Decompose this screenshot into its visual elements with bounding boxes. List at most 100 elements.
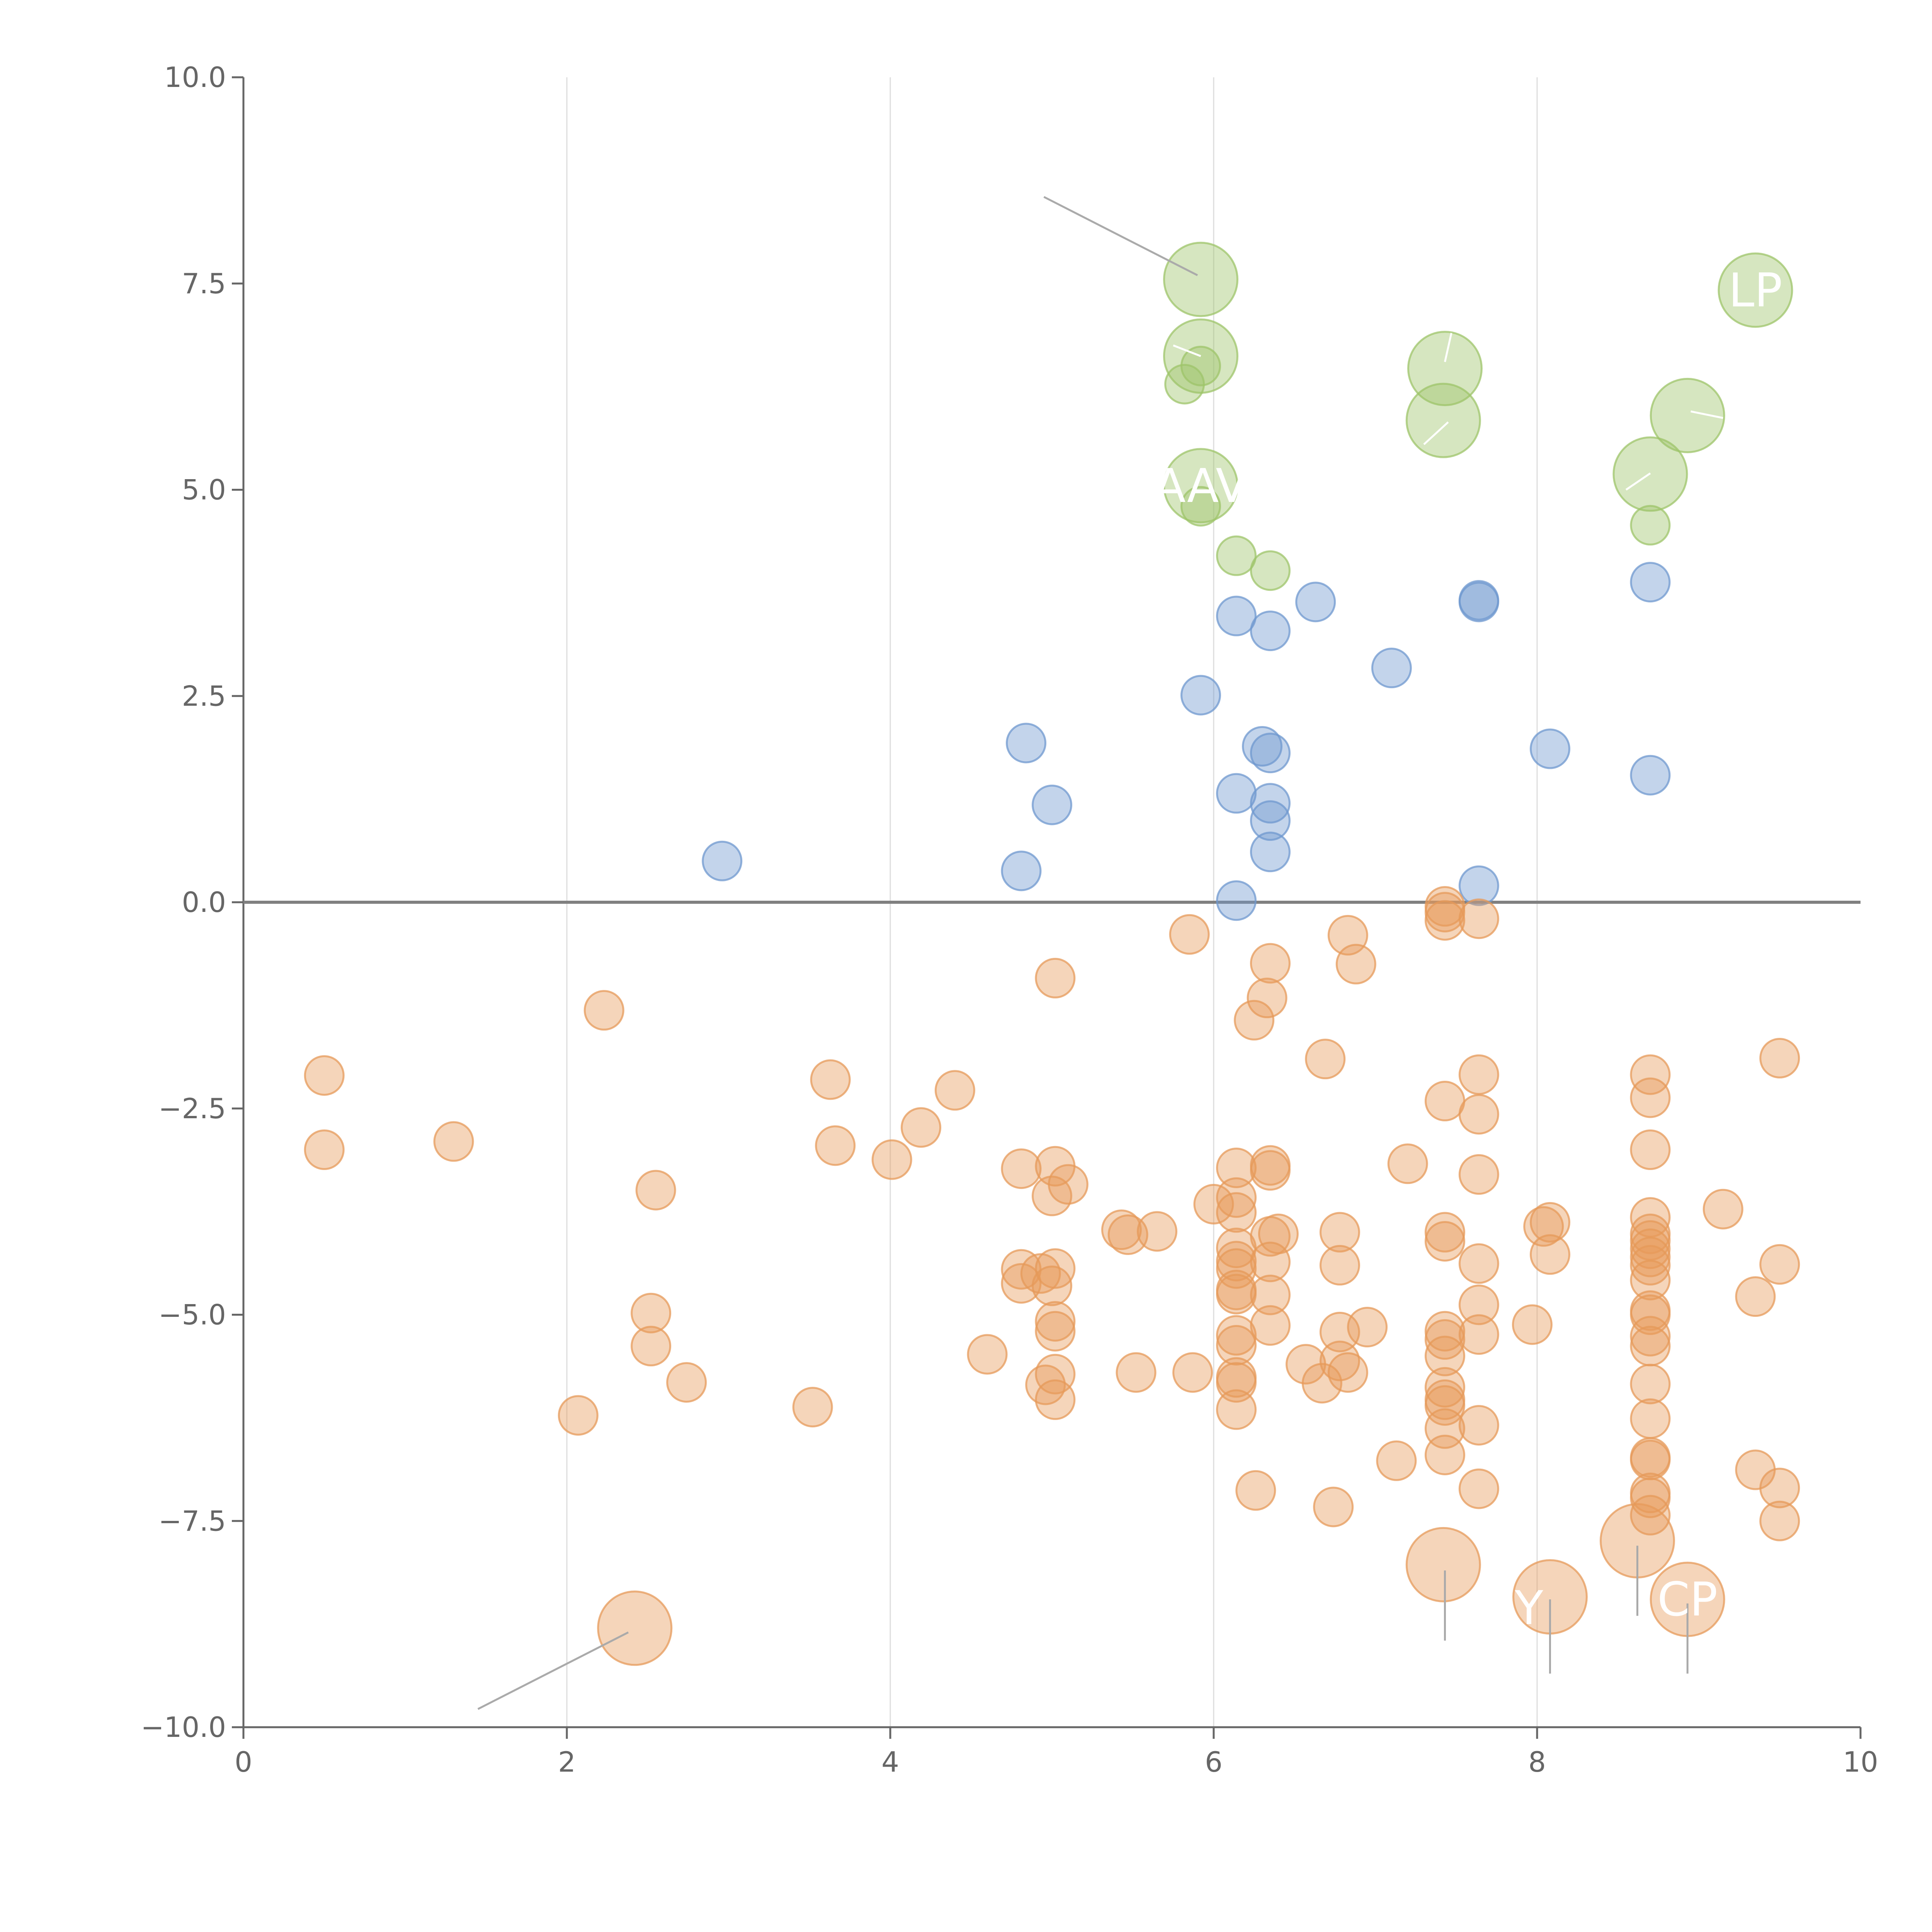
orange-point [1235,1470,1276,1511]
label-leader-line [1690,410,1723,419]
orange-point [1376,1440,1417,1481]
blue-point [1250,832,1291,872]
orange-point [1250,1274,1291,1315]
orange-point [631,1293,672,1333]
blue-point [1032,784,1072,825]
orange-point [433,1121,474,1162]
green-point [1650,378,1725,453]
orange-point [1424,892,1465,933]
y-tick-label: −5.0 [158,1299,226,1331]
orange-point [1735,1276,1776,1317]
orange-point [1424,1434,1465,1475]
orange-point [1458,1405,1499,1446]
orange-point [1424,900,1465,941]
orange-point [1035,1379,1076,1420]
point-label: LP [1728,264,1782,318]
orange-point [1759,1244,1800,1285]
orange-point [1048,1164,1088,1205]
orange-point [1137,1211,1178,1252]
x-tick-label: 2 [558,1746,576,1778]
blue-point [1001,850,1042,891]
orange-point [1458,1468,1499,1509]
x-tick-label: 6 [1205,1746,1223,1778]
x-tick-label: 10 [1843,1746,1878,1778]
orange-point [666,1362,707,1403]
green-point [1718,252,1793,328]
orange-point [1172,1352,1213,1393]
orange-point [1630,1495,1671,1536]
orange-point [1759,1500,1800,1541]
label-leader-line [1423,421,1449,445]
blue-point [1458,865,1499,906]
blue-point [1250,733,1291,774]
orange-point [558,1395,599,1436]
orange-point [1001,1148,1042,1189]
orange-point [631,1326,672,1367]
orange-point [1107,1214,1148,1255]
orange-point [901,1107,942,1148]
green-point [1630,505,1671,546]
blue-point [1216,880,1257,921]
orange-point [1405,1527,1481,1602]
blue-point [1006,723,1047,764]
orange-point [1759,1468,1800,1509]
blue-point [1216,773,1257,814]
y-tick-label: 2.5 [182,680,226,712]
orange-point [1759,1038,1800,1079]
orange-point [1216,1147,1257,1188]
y-tick-label: 10.0 [164,61,226,94]
blue-point [1250,611,1291,651]
point-label: CP [1657,1573,1718,1627]
leader-lines [477,196,1723,1710]
orange-point [1216,1192,1257,1233]
blue-point [1242,726,1283,767]
y-tick-label: 5.0 [182,474,226,506]
orange-point [1335,944,1376,985]
orange-point [1216,1325,1257,1366]
green-point [1405,383,1481,458]
y-tick-label: −7.5 [158,1505,226,1537]
orange-point [1193,1184,1234,1225]
orange-point [1313,1486,1354,1527]
label-leader-line [1043,196,1198,276]
green-point [1163,242,1239,317]
orange-point [1247,978,1287,1019]
orange-point [1216,1315,1257,1356]
blue-point [1216,595,1257,636]
label-leader-line [477,1631,629,1710]
x-tick-label: 0 [235,1746,252,1778]
orange-point [1216,1389,1257,1430]
orange-point [1032,1265,1072,1306]
orange-point [635,1170,676,1211]
orange-point [1458,1243,1499,1284]
blue-point [702,840,743,881]
x-tick-label: 8 [1528,1746,1546,1778]
blue-point [1630,755,1671,796]
orange-point [1630,1129,1671,1170]
y-tick-label: 0.0 [182,886,226,918]
blue-point [1250,783,1291,824]
orange-point [1630,1477,1671,1518]
orange-point [1319,1212,1360,1253]
point-labels: AAV LP CP Y [1154,264,1782,1635]
orange-point [1101,1209,1142,1250]
orange-point [1458,1054,1499,1095]
orange-point [815,1125,856,1166]
orange-point [583,990,624,1031]
blue-point [1630,562,1671,603]
x-tick-label: 4 [881,1746,899,1778]
y-tick-label: −2.5 [158,1092,226,1125]
blue-point [1371,648,1412,689]
orange-point [1424,1319,1465,1360]
orange-point [1001,1263,1042,1304]
orange-point [1424,1367,1465,1408]
blue-point [1529,728,1570,769]
y-tick-label: 7.5 [182,267,226,300]
orange-point [1458,1284,1499,1325]
orange-point [1630,1245,1671,1286]
label-leader-line [1625,472,1651,491]
orange-point [1035,1311,1076,1352]
orange-point [792,1387,833,1428]
y-tick-label: −10.0 [141,1711,226,1743]
